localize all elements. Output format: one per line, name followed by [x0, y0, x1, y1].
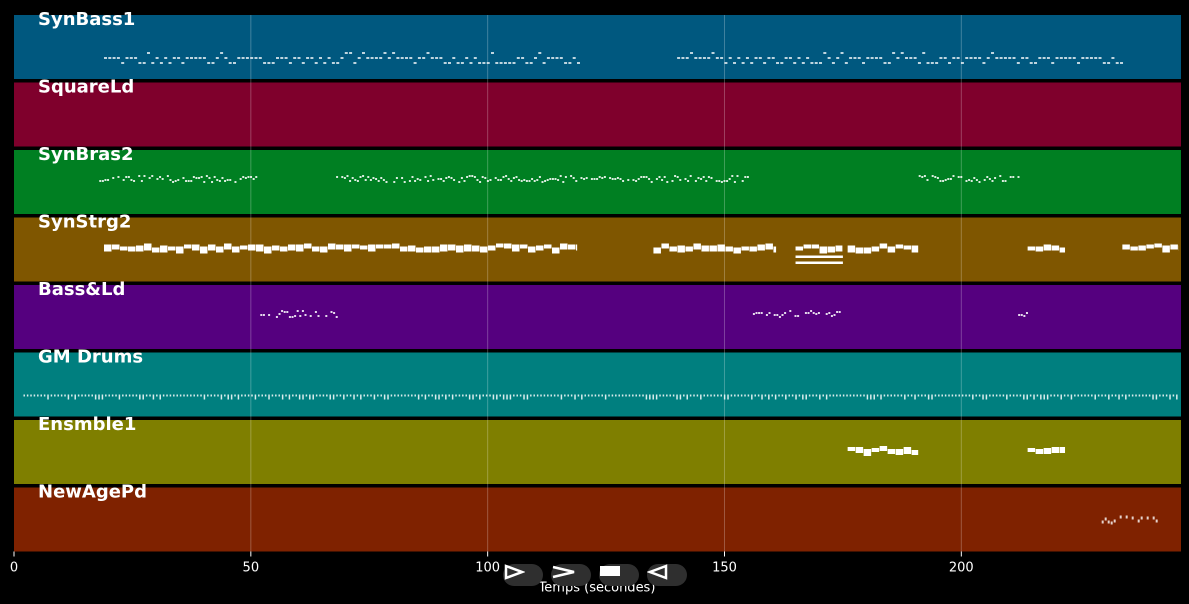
track-lane-synstrg2 [14, 217, 1181, 282]
track-lane-newagepd [14, 487, 1181, 552]
note-group [23, 394, 1178, 400]
track-name-label: SynStrg2 [38, 212, 131, 233]
track-name-label: SynBras2 [38, 144, 134, 165]
track-name-label: NewAgePd [38, 482, 147, 503]
play-button[interactable] [503, 564, 543, 586]
lane-background [14, 82, 1181, 147]
rewind-button[interactable] [647, 564, 687, 586]
note-group [847, 446, 1066, 456]
track-name-label: Ensmble1 [38, 414, 136, 435]
axis-tick-label: 150 [712, 561, 737, 576]
stop-icon [600, 566, 620, 576]
lane-background [14, 217, 1181, 282]
track-lane-synbass1 [14, 15, 1181, 79]
track-name-label: GM Drums [38, 347, 143, 368]
lane-background [14, 352, 1181, 417]
chevron-right-icon [552, 565, 575, 579]
track-name-label: SynBass1 [38, 9, 135, 30]
axis-tick-label: 200 [949, 561, 974, 576]
track-lane-bass-ld [14, 285, 1181, 349]
track-lane-gm-drums [14, 352, 1181, 417]
sustained-note [795, 261, 843, 264]
track-lane-ensmble1 [14, 420, 1181, 484]
sustained-notes [795, 255, 843, 264]
fast-forward-button[interactable] [551, 564, 591, 586]
lane-background [14, 15, 1181, 79]
note-group [99, 175, 1020, 183]
axis-tick-label: 0 [10, 561, 18, 576]
note-group [260, 310, 1028, 318]
axis-tick-label: 100 [475, 561, 500, 576]
play-left-outline-icon [647, 564, 668, 580]
axis-tick-label: 50 [243, 561, 260, 576]
track-lane-synbras2 [14, 150, 1181, 214]
lane-background [14, 420, 1181, 484]
note-group [103, 52, 1124, 64]
track-name-label: SquareLd [38, 77, 134, 98]
note-group [1101, 515, 1158, 525]
note-group [103, 243, 1179, 254]
sustained-note [795, 255, 843, 258]
lane-background [14, 285, 1181, 349]
play-outline-icon [504, 564, 525, 580]
lane-background [14, 150, 1181, 214]
track-name-label: Bass&Ld [38, 279, 125, 300]
lane-background [14, 487, 1181, 552]
stop-button[interactable] [599, 564, 639, 586]
